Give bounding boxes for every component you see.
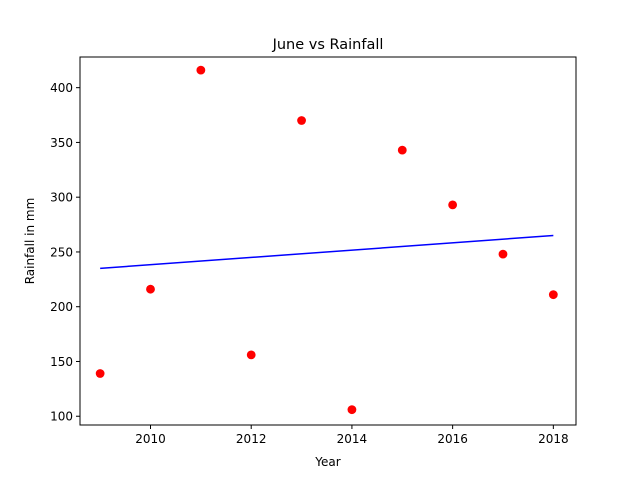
x-tick-label: 2010 [135,432,166,446]
data-point [297,116,306,125]
y-tick-label: 100 [50,410,73,424]
x-tick-label: 2016 [437,432,468,446]
y-axis-label: Rainfall in mm [23,198,37,285]
x-tick-label: 2012 [236,432,267,446]
x-tick-label: 2014 [337,432,368,446]
data-point [196,65,206,75]
x-axis-label: Year [314,455,340,469]
x-tick-label: 2018 [538,432,569,446]
trend-line [100,234,554,270]
data-point [347,405,357,415]
data-point [397,145,407,155]
data-point [548,290,558,300]
data-point [448,200,458,210]
x-axis: 2010 2012 2014 2016 2018 [135,425,569,446]
chart-title: June vs Rainfall [272,37,384,53]
data-point [498,249,508,259]
y-tick-label: 200 [50,300,73,314]
y-axis: 100 150 200 250 300 350 400 [50,81,80,424]
data-point [95,369,105,378]
y-tick-label: 150 [50,355,73,369]
y-tick-label: 400 [50,81,73,95]
y-tick-label: 250 [50,245,73,259]
data-point [246,350,256,360]
y-tick-label: 350 [50,136,73,150]
data-point [146,284,155,294]
plot-area [95,65,558,415]
y-tick-label: 300 [50,191,73,205]
axes-frame [79,56,577,426]
